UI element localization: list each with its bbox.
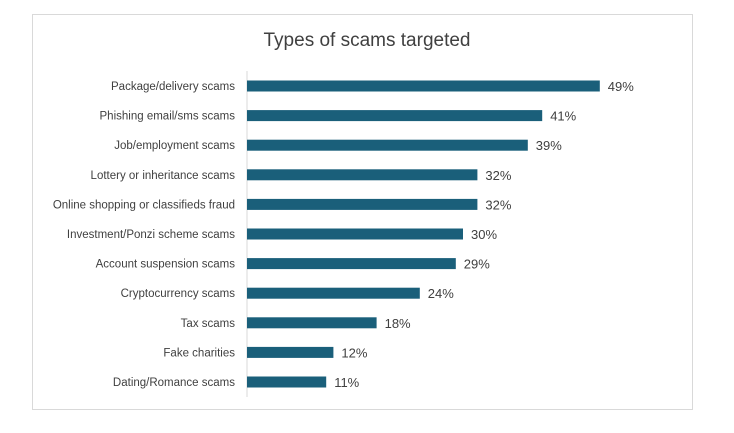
chart-area: [32, 14, 693, 410]
category-label: Account suspension scams: [96, 259, 236, 271]
bar: [247, 346, 334, 358]
bar: [247, 110, 543, 122]
category-label: Job/employment scams: [114, 140, 235, 152]
bar: [247, 258, 456, 270]
category-label: Investment/Ponzi scheme scams: [67, 229, 235, 241]
bar: [247, 376, 327, 388]
data-label: 11%: [334, 375, 359, 390]
category-label: Fake charities: [163, 347, 235, 359]
data-label: 12%: [341, 345, 367, 360]
data-label: 18%: [385, 316, 411, 331]
data-label: 24%: [428, 286, 454, 301]
bar: [247, 80, 600, 92]
data-label: 29%: [464, 257, 490, 272]
chart-title: Types of scams targeted: [263, 30, 471, 51]
bar: [247, 287, 420, 299]
bar: [247, 198, 478, 210]
category-label: Dating/Romance scams: [113, 377, 235, 389]
category-labels-group: Package/delivery scams Phishing email/sms…: [53, 81, 235, 389]
category-label: Package/delivery scams: [111, 81, 235, 93]
data-label: 39%: [536, 138, 562, 153]
bar: [247, 169, 478, 181]
bars-group: [247, 80, 600, 388]
data-label: 32%: [485, 168, 511, 183]
bar: [247, 228, 463, 240]
category-label: Cryptocurrency scams: [121, 288, 236, 300]
data-label: 30%: [471, 227, 497, 242]
data-label: 32%: [485, 197, 511, 212]
category-label: Lottery or inheritance scams: [91, 170, 236, 182]
category-label: Phishing email/sms scams: [100, 111, 236, 123]
data-label: 49%: [608, 79, 634, 94]
category-label: Online shopping or classifieds fraud: [53, 199, 235, 211]
bar: [247, 317, 377, 329]
data-label: 41%: [550, 109, 576, 124]
category-label: Tax scams: [181, 318, 236, 330]
bar: [247, 139, 528, 151]
value-labels-group: 49% 41% 39% 32% 32% 30% 29% 24% 18% 12% 11%: [334, 79, 634, 390]
